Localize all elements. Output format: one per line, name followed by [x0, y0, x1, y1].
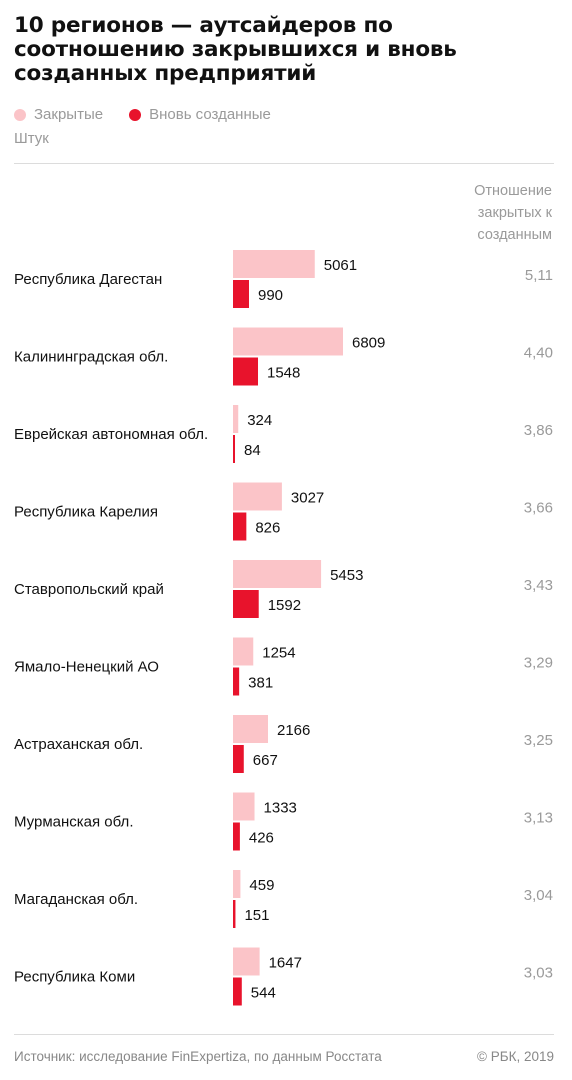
value-label-closed: 459 — [249, 877, 274, 894]
bar-new — [233, 357, 259, 386]
bar-new — [233, 667, 240, 696]
region-label: Республика Дагестан — [14, 271, 162, 288]
value-label-closed: 5453 — [330, 567, 363, 584]
ratio-value: 5,11 — [525, 267, 553, 284]
value-label-closed: 3027 — [291, 490, 324, 507]
bar-new — [233, 280, 249, 308]
ratio-header: Отношение закрытых к созданным — [474, 183, 552, 243]
value-label-closed: 6809 — [352, 335, 385, 352]
value-label-new: 667 — [253, 752, 278, 769]
ratio-value: 3,43 — [524, 577, 553, 594]
value-label-closed: 2166 — [277, 722, 310, 739]
bar-new — [233, 435, 235, 463]
bar-closed — [233, 870, 241, 898]
legend-swatch-new — [129, 108, 142, 121]
region-label: Астраханская обл. — [14, 736, 143, 753]
region-label: Калининградская обл. — [14, 349, 168, 366]
legend-item-new: Вновь созданные — [129, 106, 271, 123]
value-label-new: 544 — [251, 985, 276, 1002]
value-label-new: 84 — [244, 442, 261, 459]
value-label-new: 990 — [258, 287, 283, 304]
value-label-new: 381 — [248, 675, 273, 692]
region-label: Еврейская автономная обл. — [14, 426, 208, 443]
legend-label-new: Вновь созданные — [149, 106, 271, 123]
legend-item-closed: Закрытые — [14, 106, 103, 123]
bar-new — [233, 822, 240, 851]
legend-swatch-closed — [14, 108, 26, 121]
footer: Источник: исследование FinExpertiza, по … — [14, 1049, 554, 1064]
top-divider — [14, 163, 554, 164]
value-label-new: 826 — [255, 520, 280, 537]
ratio-value: 3,04 — [524, 887, 553, 904]
region-label: Республика Коми — [14, 969, 135, 986]
bar-closed — [233, 715, 268, 743]
value-label-closed: 5061 — [324, 257, 357, 274]
bar-new — [233, 745, 244, 773]
value-label-closed: 324 — [247, 412, 272, 429]
value-label-closed: 1333 — [264, 800, 297, 817]
value-label-closed: 1254 — [262, 645, 295, 662]
bar-new — [233, 512, 247, 541]
source-note: Источник: исследование FinExpertiza, по … — [14, 1049, 382, 1064]
value-label-new: 426 — [249, 830, 274, 847]
ratio-value: 3,03 — [524, 965, 553, 982]
unit-label: Штук — [14, 130, 49, 147]
bar-closed — [233, 560, 322, 588]
legend-label-closed: Закрытые — [34, 106, 104, 123]
bar-chart: Республика Дагестан 5061 990 5,11 Калинингра… — [14, 250, 553, 1006]
bar-closed — [233, 250, 315, 278]
bar-new — [233, 977, 242, 1006]
region-label: Магаданская обл. — [14, 891, 138, 908]
ratio-value: 3,86 — [524, 422, 553, 439]
bar-new — [233, 900, 236, 928]
ratio-value: 3,25 — [524, 732, 553, 749]
bar-closed — [233, 405, 239, 433]
ratio-value: 3,13 — [524, 810, 553, 827]
bar-closed — [233, 482, 282, 511]
bottom-divider — [14, 1034, 554, 1035]
bar-closed — [233, 947, 260, 976]
region-label: Ямало-Ненецкий АО — [14, 659, 159, 676]
bar-new — [233, 590, 259, 618]
region-label: Мурманская обл. — [14, 814, 133, 831]
region-label: Республика Карелия — [14, 504, 158, 521]
value-label-new: 151 — [244, 907, 269, 924]
ratio-value: 3,29 — [524, 655, 553, 672]
bar-closed — [233, 637, 254, 666]
value-label-new: 1548 — [267, 365, 300, 382]
value-label-closed: 1647 — [269, 955, 302, 972]
region-label: Ставропольский край — [14, 581, 164, 598]
legend: Закрытые Вновь созданные — [14, 106, 297, 123]
value-label-new: 1592 — [268, 597, 301, 614]
bar-closed — [233, 792, 255, 821]
chart-title: 10 регионов — аутсайдеров по соотношению… — [14, 13, 457, 86]
copyright: © РБК, 2019 — [477, 1049, 554, 1064]
ratio-value: 3,66 — [524, 500, 553, 517]
bar-closed — [233, 327, 343, 356]
ratio-value: 4,40 — [524, 345, 553, 362]
